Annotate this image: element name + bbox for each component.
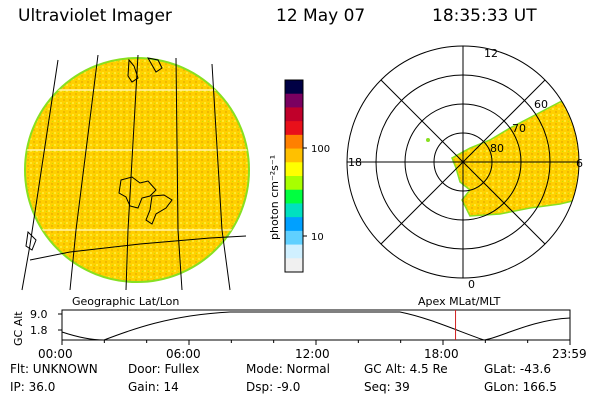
time-tick-0000: 00:00 — [38, 347, 73, 361]
info-dsp: Dsp: -9.0 — [246, 380, 301, 394]
instrument-title: Ultraviolet Imager — [18, 6, 172, 26]
polar-lat-60: 60 — [534, 98, 548, 111]
polar-label-6: 6 — [576, 157, 583, 170]
geographic-label: Geographic Lat/Lon — [72, 295, 179, 308]
color-bar-ticks — [303, 147, 307, 237]
color-bar-segment — [285, 258, 303, 273]
info-door: Door: Fullex — [128, 362, 200, 376]
color-bar-tick-10: 10 — [311, 232, 324, 243]
color-bar-segment — [285, 148, 303, 163]
color-bar-segment — [285, 162, 303, 177]
observation-time: 18:35:33 UT — [432, 6, 537, 26]
polar-lat-70: 70 — [512, 122, 526, 135]
color-bar-segment — [285, 121, 303, 136]
altitude-timeline — [58, 309, 571, 345]
info-ip: IP: 36.0 — [10, 380, 56, 394]
info-glon: GLon: 166.5 — [484, 380, 557, 394]
observation-date: 12 May 07 — [276, 6, 366, 26]
info-seq: Seq: 39 — [364, 380, 410, 394]
time-tick-2359: 23:59 — [552, 347, 587, 361]
color-bar-segment — [285, 176, 303, 191]
info-flt: Flt: UNKNOWN — [10, 362, 98, 376]
intensity-color-bar — [284, 79, 304, 273]
color-bar-segment — [285, 244, 303, 259]
polar-label-0: 0 — [468, 278, 475, 291]
gc-alt-axis-label: GC Alt — [12, 311, 25, 346]
color-bar-segment — [285, 80, 303, 95]
color-bar-segment — [285, 217, 303, 232]
time-tick-0600: 06:00 — [166, 347, 201, 361]
color-bar-unit-label: photon cm⁻²s⁻¹ — [268, 155, 281, 240]
color-bar-segment — [285, 93, 303, 108]
geographic-grid — [21, 54, 247, 291]
coastline-outline — [25, 57, 173, 251]
polar-plot: 12 18 6 0 60 70 80 — [346, 45, 583, 291]
polar-lat-80: 80 — [490, 142, 504, 155]
altitude-curve — [61, 311, 571, 341]
info-gc-alt: GC Alt: 4.5 Re — [364, 362, 448, 376]
color-bar-segment — [285, 230, 303, 246]
polar-label-12: 12 — [484, 47, 498, 60]
info-mode: Mode: Normal — [246, 362, 330, 376]
color-bar-segment — [285, 134, 303, 150]
color-bar-segment — [285, 189, 303, 204]
info-gain: Gain: 14 — [128, 380, 179, 394]
info-glat: GLat: -43.6 — [484, 362, 551, 376]
apex-label: Apex MLat/MLT — [418, 295, 501, 308]
time-tick-1200: 12:00 — [295, 347, 330, 361]
color-bar-segment — [285, 107, 303, 122]
gc-alt-tick-high: 9.0 — [30, 308, 48, 321]
time-tick-1800: 18:00 — [424, 347, 459, 361]
color-bar-segment — [285, 203, 303, 218]
color-bar-tick-100: 100 — [311, 144, 330, 155]
gc-alt-tick-low: 1.8 — [30, 324, 48, 337]
polar-label-18: 18 — [348, 156, 362, 169]
